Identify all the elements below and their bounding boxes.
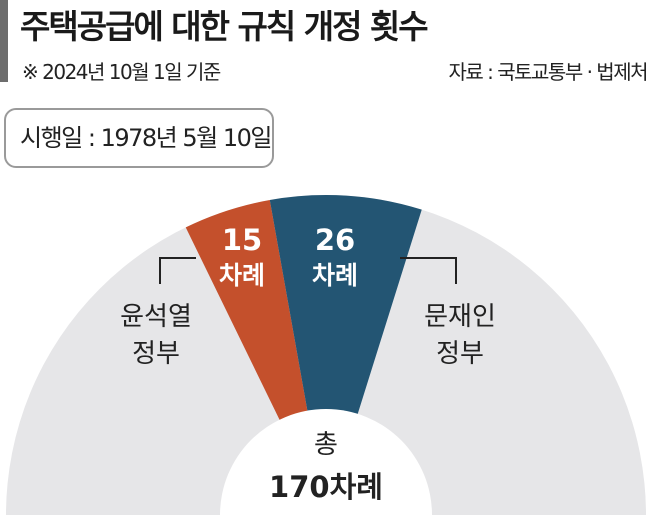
donut-hole — [220, 409, 432, 515]
chart-title: 주택공급에 대한 규칙 개정 횟수 — [20, 7, 429, 46]
slice-yoon — [185, 199, 309, 426]
value-label-moon: 26 — [315, 223, 355, 257]
series-name-moon-line1: 문재인 — [424, 302, 496, 332]
value-label-yoon: 15 — [222, 223, 262, 257]
slice-moon — [269, 195, 422, 420]
total-label-line2: 170차례 — [269, 470, 383, 504]
title-accent-bar — [0, 0, 8, 82]
reference-date-note: ※ 2024년 10월 1일 기준 — [22, 60, 221, 84]
unit-label-yoon: 차례 — [219, 261, 265, 290]
total-label-line1: 총 — [314, 430, 338, 460]
series-name-moon-line2: 정부 — [436, 339, 484, 369]
series-name-yoon-line1: 윤석열 — [120, 302, 192, 332]
unit-label-moon: 차례 — [312, 261, 358, 290]
effective-date-box: 시행일 : 1978년 5월 10일 — [4, 108, 274, 168]
series-name-yoon-line2: 정부 — [132, 339, 180, 369]
source-note: 자료 : 국토교통부 · 법제처 — [448, 60, 648, 84]
leader-line-moon — [400, 257, 457, 284]
leader-line-yoon — [159, 257, 196, 284]
